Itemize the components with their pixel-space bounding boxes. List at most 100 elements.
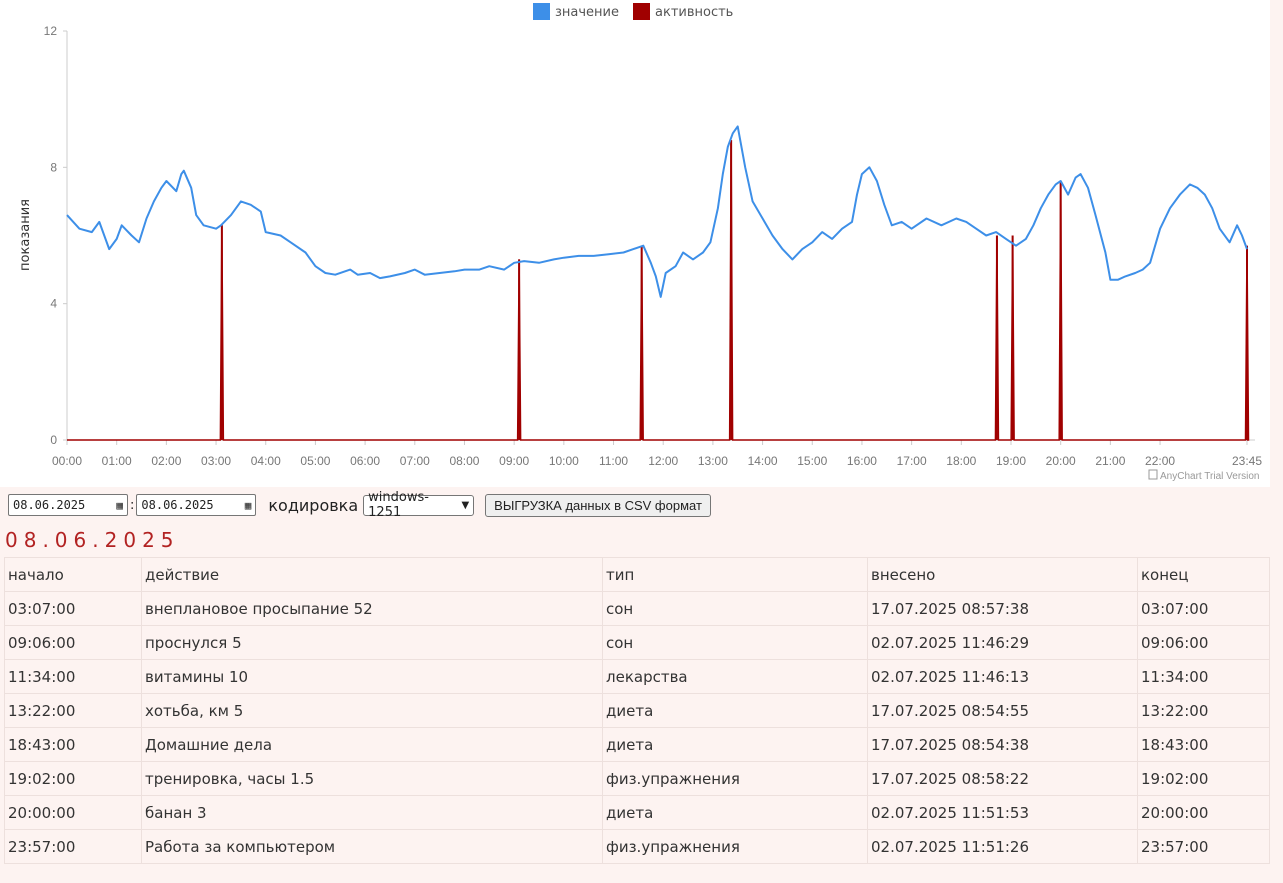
y-axis-label: показания <box>18 199 33 271</box>
x-tick-label: 04:00 <box>251 454 281 468</box>
legend-swatch[interactable] <box>533 3 550 20</box>
x-tick-label: 08:00 <box>449 454 479 468</box>
table-row: 18:43:00 Домашние дела диета 17.07.2025 08:… <box>4 727 1270 762</box>
table-cell: 11:34:00 <box>4 659 142 694</box>
x-tick-label: 16:00 <box>847 454 877 468</box>
table-cell: 17.07.2025 08:58:22 <box>867 761 1138 796</box>
x-tick-label: 20:00 <box>1046 454 1076 468</box>
y-tick-label: 4 <box>50 297 57 311</box>
table-cell: физ.упражнения <box>602 761 868 796</box>
legend-label[interactable]: активность <box>655 5 733 20</box>
y-tick-label: 0 <box>50 433 57 447</box>
chart-container: значение активность 0 4 8 12 00:00 01:00 02:00 0… <box>0 0 1270 487</box>
date-from-input[interactable]: 08.06.2025 ▦ <box>8 494 128 516</box>
table-cell: сон <box>602 625 868 660</box>
chart-legend[interactable]: значение активность <box>533 3 733 20</box>
y-tick-label: 12 <box>44 24 58 38</box>
x-tick-label: 06:00 <box>350 454 380 468</box>
table-cell: Работа за компьютером <box>141 829 603 864</box>
table-cell: диета <box>602 693 868 728</box>
chart-axes: 0 4 8 12 00:00 01:00 02:00 03:00 04:00 05:00 06:00… <box>44 24 1263 468</box>
x-tick-label: 02:00 <box>151 454 181 468</box>
table-cell: проснулся 5 <box>141 625 603 660</box>
x-tick-label: 07:00 <box>400 454 430 468</box>
controls-bar: 08.06.2025 ▦ : 08.06.2025 ▦ кодировка wi… <box>8 490 711 520</box>
table-cell: 19:02:00 <box>4 761 142 796</box>
x-tick-label: 23:45 <box>1232 454 1262 468</box>
x-tick-label: 13:00 <box>698 454 728 468</box>
column-header: действие <box>141 557 603 592</box>
x-tick-label: 22:00 <box>1145 454 1175 468</box>
table-cell: 19:02:00 <box>1137 761 1270 796</box>
table-cell: хотьба, км 5 <box>141 693 603 728</box>
table-row: 20:00:00 банан 3 диета 02.07.2025 11:51:53 2… <box>4 795 1270 830</box>
calendar-icon[interactable]: ▦ <box>116 498 123 512</box>
table-cell: 03:07:00 <box>4 591 142 626</box>
x-tick-label: 10:00 <box>549 454 579 468</box>
table-header-row: начало действие тип внесено конец <box>4 557 1270 592</box>
x-tick-label: 03:00 <box>201 454 231 468</box>
x-tick-label: 17:00 <box>897 454 927 468</box>
table-cell: 02.07.2025 11:51:26 <box>867 829 1138 864</box>
table-cell: 23:57:00 <box>1137 829 1270 864</box>
table-cell: 17.07.2025 08:54:38 <box>867 727 1138 762</box>
export-csv-button[interactable]: ВЫГРУЗКА данных в CSV формат <box>485 493 711 517</box>
date-separator: : <box>130 497 135 513</box>
table-row: 13:22:00 хотьба, км 5 диета 17.07.2025 08:5… <box>4 693 1270 728</box>
x-tick-label: 19:00 <box>996 454 1026 468</box>
table-cell: 18:43:00 <box>1137 727 1270 762</box>
x-tick-label: 01:00 <box>102 454 132 468</box>
table-cell: 17.07.2025 08:57:38 <box>867 591 1138 626</box>
table-cell: диета <box>602 727 868 762</box>
x-tick-label: 12:00 <box>648 454 678 468</box>
credit: AnyChart Trial Version <box>1148 469 1260 482</box>
table-cell: диета <box>602 795 868 830</box>
table-cell: 11:34:00 <box>1137 659 1270 694</box>
column-header: внесено <box>867 557 1138 592</box>
chart-credit-icon <box>1148 469 1158 480</box>
table-cell: физ.упражнения <box>602 829 868 864</box>
chevron-down-icon: ▼ <box>461 499 470 511</box>
table-cell: 02.07.2025 11:46:29 <box>867 625 1138 660</box>
legend-swatch[interactable] <box>633 3 650 20</box>
table-cell: сон <box>602 591 868 626</box>
table-cell: 18:43:00 <box>4 727 142 762</box>
table-cell: банан 3 <box>141 795 603 830</box>
plot-area <box>66 125 1250 441</box>
table-cell: 23:57:00 <box>4 829 142 864</box>
table-cell: 20:00:00 <box>4 795 142 830</box>
x-tick-label: 00:00 <box>52 454 82 468</box>
table-cell: тренировка, часы 1.5 <box>141 761 603 796</box>
table-row: 23:57:00 Работа за компьютером физ.упражне… <box>4 829 1270 864</box>
table-row: 19:02:00 тренировка, часы 1.5 физ.упражнен… <box>4 761 1270 796</box>
table-row: 11:34:00 витамины 10 лекарства 02.07.2025 1… <box>4 659 1270 694</box>
table-cell: 02.07.2025 11:46:13 <box>867 659 1138 694</box>
day-heading: 08.06.2025 <box>5 528 180 552</box>
x-tick-label: 05:00 <box>300 454 330 468</box>
legend-label[interactable]: значение <box>555 5 619 20</box>
series-value-line <box>66 125 1248 298</box>
column-header: тип <box>602 557 868 592</box>
table-cell: витамины 10 <box>141 659 603 694</box>
x-tick-label: 18:00 <box>946 454 976 468</box>
x-tick-label: 15:00 <box>797 454 827 468</box>
column-header: конец <box>1137 557 1270 592</box>
credit-text: AnyChart Trial Version <box>1160 471 1260 482</box>
encoding-select[interactable]: windows-1251 ▼ <box>363 490 475 520</box>
table-cell: внеплановое просыпание 52 <box>141 591 603 626</box>
y-tick-label: 8 <box>50 160 57 174</box>
table-cell: 13:22:00 <box>1137 693 1270 728</box>
activity-table: начало действие тип внесено конец 03:07:… <box>4 557 1270 864</box>
x-tick-label: 14:00 <box>748 454 778 468</box>
table-cell: 09:06:00 <box>1137 625 1270 660</box>
column-header: начало <box>4 557 142 592</box>
calendar-icon[interactable]: ▦ <box>244 498 252 512</box>
series-activity-line <box>67 140 1250 441</box>
encoding-value: windows-1251 <box>368 490 429 520</box>
table-cell: 09:06:00 <box>4 625 142 660</box>
table-cell: 17.07.2025 08:54:55 <box>867 693 1138 728</box>
x-tick-label: 21:00 <box>1095 454 1125 468</box>
date-to-input[interactable]: 08.06.2025 ▦ <box>136 494 257 516</box>
date-to-value: 08.06.2025 <box>141 498 214 512</box>
